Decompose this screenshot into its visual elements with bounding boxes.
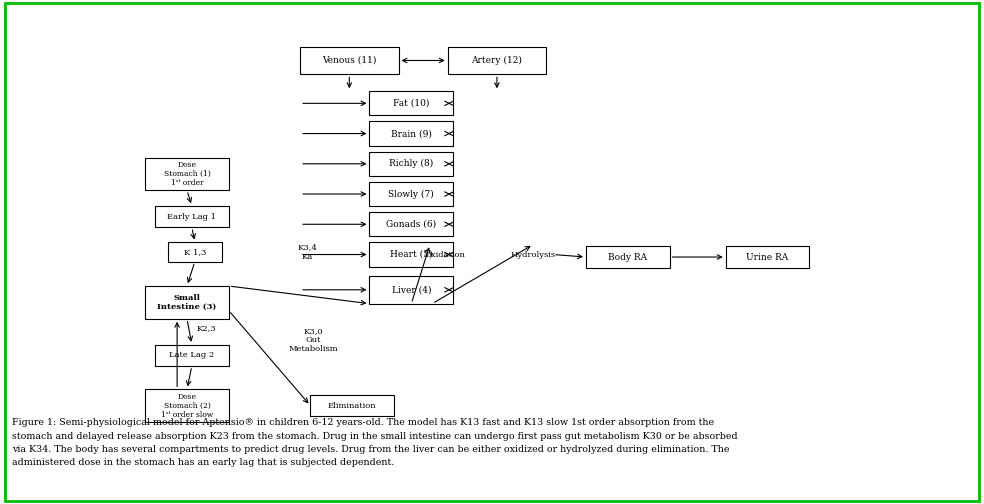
FancyBboxPatch shape <box>448 46 546 74</box>
FancyBboxPatch shape <box>370 121 453 146</box>
Text: K 1,3: K 1,3 <box>184 248 206 256</box>
FancyBboxPatch shape <box>586 246 669 268</box>
FancyBboxPatch shape <box>146 157 228 191</box>
FancyBboxPatch shape <box>370 212 453 236</box>
Text: Richly (8): Richly (8) <box>390 159 433 168</box>
Text: Elimination: Elimination <box>328 402 377 410</box>
Text: K3,4
Ka: K3,4 Ka <box>297 243 317 261</box>
Text: Heart (5): Heart (5) <box>390 250 433 259</box>
FancyBboxPatch shape <box>155 206 228 227</box>
FancyBboxPatch shape <box>370 242 453 267</box>
FancyBboxPatch shape <box>146 389 228 422</box>
FancyBboxPatch shape <box>370 182 453 206</box>
FancyBboxPatch shape <box>155 345 228 366</box>
FancyBboxPatch shape <box>167 242 221 262</box>
Text: Dose
Stomach (2)
1ˢᵗ order slow: Dose Stomach (2) 1ˢᵗ order slow <box>160 393 214 419</box>
Text: Late Lag 2: Late Lag 2 <box>169 351 215 359</box>
Text: Dose
Stomach (1)
1ˢᵗ order: Dose Stomach (1) 1ˢᵗ order <box>163 161 211 187</box>
FancyBboxPatch shape <box>370 152 453 176</box>
FancyBboxPatch shape <box>300 46 399 74</box>
Text: Early Lag 1: Early Lag 1 <box>167 213 216 221</box>
Text: K3,0
Gut
Metabolism: K3,0 Gut Metabolism <box>288 327 338 353</box>
Text: Artery (12): Artery (12) <box>471 56 523 65</box>
Text: Small
Intestine (3): Small Intestine (3) <box>157 294 216 311</box>
Text: Brain (9): Brain (9) <box>391 129 432 138</box>
Text: Liver (4): Liver (4) <box>392 285 431 294</box>
FancyBboxPatch shape <box>370 91 453 115</box>
FancyBboxPatch shape <box>370 276 453 303</box>
Text: Fat (10): Fat (10) <box>394 99 429 108</box>
Text: Slowly (7): Slowly (7) <box>389 190 434 199</box>
Text: Urine RA: Urine RA <box>747 253 788 262</box>
Text: K2,3: K2,3 <box>197 325 216 333</box>
Text: Figure 1: Semi-physiological model for Aptensio® in children 6-12 years-old. The: Figure 1: Semi-physiological model for A… <box>12 418 737 467</box>
FancyBboxPatch shape <box>726 246 809 268</box>
Text: Hydrolysis: Hydrolysis <box>511 250 556 259</box>
FancyBboxPatch shape <box>146 286 228 319</box>
FancyBboxPatch shape <box>310 395 394 416</box>
Text: Venous (11): Venous (11) <box>322 56 377 65</box>
Text: Oxidation: Oxidation <box>424 250 465 259</box>
Text: Gonads (6): Gonads (6) <box>387 220 436 229</box>
Text: Body RA: Body RA <box>608 253 647 262</box>
